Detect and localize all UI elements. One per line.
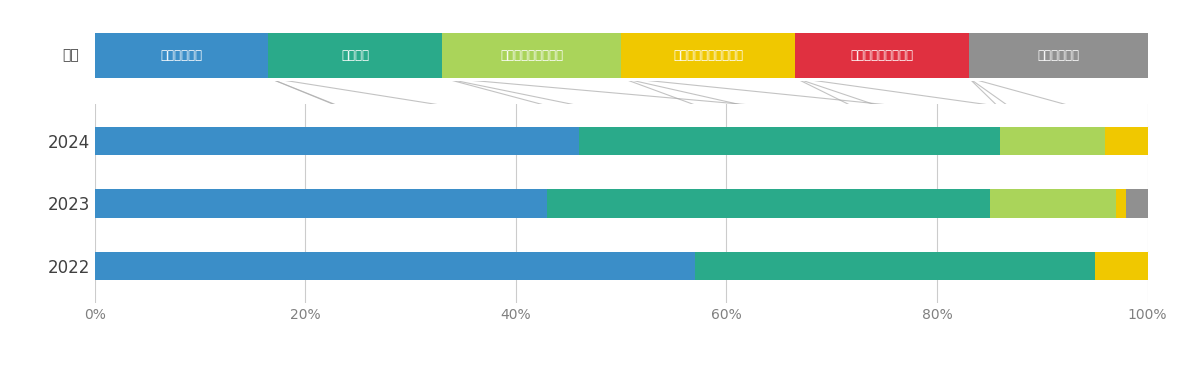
- Text: 凡例: 凡例: [62, 48, 79, 63]
- Bar: [95, 127, 578, 155]
- Bar: [95, 33, 269, 77]
- Bar: [621, 33, 795, 77]
- Text: その通り: その通り: [341, 49, 369, 62]
- Bar: [95, 189, 548, 218]
- Bar: [269, 33, 442, 77]
- Bar: [989, 189, 1116, 218]
- Bar: [795, 33, 969, 77]
- Text: あまり当てはまらない: あまり当てはまらない: [673, 49, 743, 62]
- Text: 全く当てはまらない: 全く当てはまらない: [851, 49, 913, 62]
- Bar: [442, 33, 621, 77]
- Bar: [1094, 252, 1148, 280]
- Bar: [969, 33, 1148, 77]
- Text: 該当事例なし: 該当事例なし: [1037, 49, 1079, 62]
- Text: 全くその通り: 全くその通り: [161, 49, 202, 62]
- Bar: [548, 189, 989, 218]
- Bar: [694, 252, 1094, 280]
- Text: どちらとも言えない: どちらとも言えない: [500, 49, 563, 62]
- Bar: [578, 127, 1000, 155]
- Bar: [95, 252, 694, 280]
- Bar: [1116, 189, 1126, 218]
- Bar: [1000, 127, 1105, 155]
- Bar: [1105, 127, 1148, 155]
- Bar: [1126, 189, 1148, 218]
